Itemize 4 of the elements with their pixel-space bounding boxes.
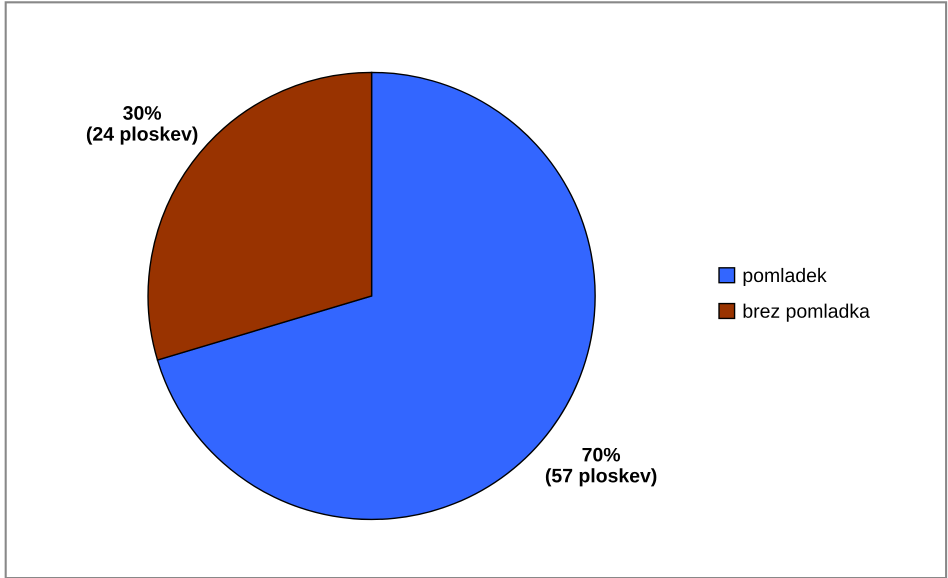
data-label: 70% (57 ploskev) (546, 448, 656, 486)
legend-label: pomladek (744, 268, 827, 286)
data-label: 30% (24 ploskev) (86, 106, 198, 145)
legend-label: brez pomladka (744, 304, 870, 322)
